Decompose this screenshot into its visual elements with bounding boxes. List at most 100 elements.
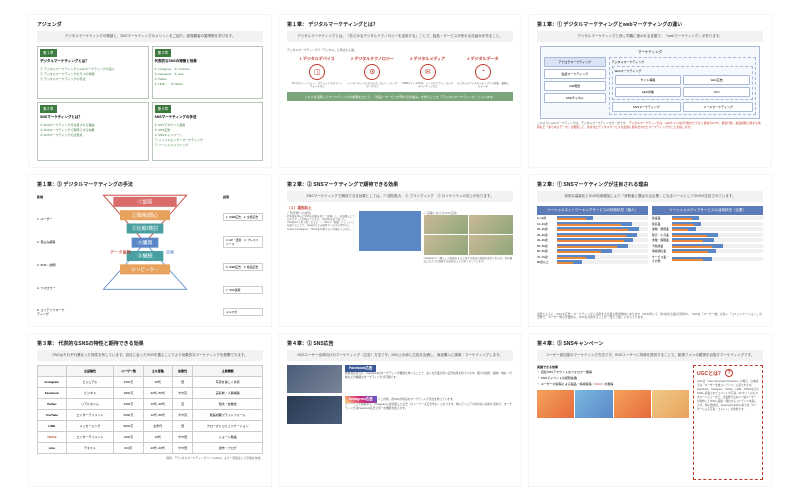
col-header: 拡散性	[172, 366, 193, 377]
col-head: 新規	[37, 195, 67, 199]
cell: 8600万	[114, 421, 144, 432]
subtitle: デジタルマーケティングとは、『あらゆるデジタルテクノロジーを活用する』ことで、製…	[287, 31, 513, 42]
bar-label: 6~12歳	[537, 216, 555, 220]
svg-text:①認知: ①認知	[137, 198, 152, 205]
slide-grid: アジェンダ デジタルマーケティングの概論と、SNSマーケティングのメリットをご紹…	[0, 0, 800, 501]
analog-label: アナログマーケティング	[544, 57, 606, 67]
bar-row: 情報通信業	[652, 249, 763, 253]
agenda-box: 第１章 デジタルマーケティングとは？ デジタルマーケティングとwebマーケティン…	[37, 46, 149, 99]
slide-campaign: 第４章：③ SNSキャンペーン ユーザー参加型のマーケティング方法です。SNSユ…	[528, 333, 772, 487]
photo-collage	[424, 215, 513, 255]
bar-label: 建設業	[652, 216, 670, 220]
cell: ビジュアル	[66, 377, 114, 388]
slide-agenda: アジェンダ デジタルマーケティングの概論と、SNSマーケティングのメリットをご紹…	[28, 14, 272, 168]
slide-effects: 第２章：② SNSマーケティングで期待できる効果 SNSマーケティングで期待でき…	[278, 174, 522, 328]
chapter-label: 代表的なSNSの特徴と効果	[155, 59, 261, 64]
subtitle: 深刻な高齢化とSNS利用増加により『消費者に選ばれる企業』になるツールとしてSN…	[537, 191, 763, 202]
svg-text:収集: 収集	[166, 248, 175, 254]
ad-sub: ※この他、各SNSが各自のマーケティング手法を持っています。	[378, 398, 455, 401]
agenda-item: SNSマーケティングの注意点	[40, 132, 146, 137]
chart-title: ソーシャルネットワーキングサービスの利用状況（個人）	[537, 206, 648, 215]
subtitle: SNSマーケティングで期待できる効果としては、① 認知拡大 ② ブランディング …	[287, 191, 513, 202]
cell: 3300万	[114, 377, 144, 388]
copy: 若年層を中心にSNSの投稿を見て「認知」し、商品購入につながるケースが増えていま…	[287, 215, 356, 231]
cell: やや高	[172, 410, 193, 421]
title: 第３章： 代表的なSNSの特性と期待できる効果	[37, 340, 263, 347]
marketing-box: マーケティング アナログマーケティング 電話マーケティング DM発送 SNSチャ…	[540, 46, 760, 119]
footer: これらを活用してマーケティングの施策を立てて、「商品・サービスが売れる仕組み」を…	[287, 92, 513, 101]
title: 第４章：③ SNSキャンペーン	[537, 340, 763, 347]
cell: 1000万	[114, 432, 144, 443]
right-col: 説明 1. WEB広告 2. 交通広告 3. HP・更新 4. プレスリリース …	[223, 191, 263, 321]
cell: 10代~20代	[143, 399, 172, 410]
source: 資料：「デジタルマーケティングツール2021」より一部改変して引用を作成。	[37, 457, 263, 461]
table-row: Facebookビジネス2800万30代~50代やや高実名制・人脈構築	[38, 388, 263, 399]
effects-list: 実施できる効果 ・ 自社SNSアカウントのフォロワー獲得・ SNSでイベントの認…	[537, 365, 689, 480]
bar-label: 情報通信業	[652, 249, 670, 253]
bar-row: 30~39歳	[537, 233, 648, 237]
bar-row: 不動産業	[652, 244, 763, 248]
digital-item: メールマーケティング	[683, 102, 753, 112]
ad-image	[287, 365, 342, 393]
bar-label: 13~19歳	[537, 222, 555, 226]
bar-row: 70~79歳	[537, 255, 648, 259]
cell: 短文・拡散性	[193, 399, 263, 410]
table-row: Instagramビジュアル3300万20代低写真を楽しく共有	[38, 377, 263, 388]
ad-image	[287, 396, 342, 424]
svg-text:②興味/関心: ②興味/関心	[132, 211, 158, 218]
funnel-diagram: ①認知 ②興味/関心 ③比較/検討 ④購買 ⑤継続 ⑥リピーター データ蓄積 収…	[69, 191, 221, 291]
slide-reason: 第２章：① SNSマーケティングが注目される理由 深刻な高齢化とSNS利用増加に…	[528, 174, 772, 328]
cell: 低	[172, 377, 193, 388]
bar-label: 卸売・小売業	[652, 233, 670, 237]
title: 第１章：① デジタルマーケティングとwebマーケティングの違い	[537, 21, 763, 28]
title: 第１章： デジタルマーケティングとは？	[287, 21, 513, 28]
chapter-tag: 第３章	[155, 49, 172, 57]
row-head: note	[38, 443, 67, 454]
cell: 高	[172, 399, 193, 410]
agenda-item: デジタルマーケティングの手法	[40, 76, 146, 81]
cell: 600万	[114, 443, 144, 454]
agenda-item: ソーシャルリスニング	[155, 142, 261, 147]
cell: 20代~30代	[143, 443, 172, 454]
col-header: 言語種性	[66, 366, 114, 377]
slide-difference: 第１章：① デジタルマーケティングとwebマーケティングの違い デジタルマーケテ…	[528, 14, 772, 168]
web-label: Webマーケティング	[615, 69, 750, 73]
concept-desc: PCやスマートフォン、タブレットやスマートウォッチなど	[291, 82, 343, 89]
concept-item: 4 デジタルデータ ◔ デジタルデバイスやメディアから収集・蓄積したデータ	[457, 56, 509, 89]
svg-text:⑤継続: ⑤継続	[137, 252, 152, 259]
agenda-box: 第２章 SNSマーケティングとは？ SNSマーケティングが注目される理由SNSマ…	[37, 102, 149, 160]
web-item: Web広告	[683, 75, 750, 85]
slide-sns-table: 第３章： 代表的なSNSの特性と期待できる効果 SNSはそれぞれ異なった特性を有…	[28, 333, 272, 487]
cell: ショート動画	[193, 432, 263, 443]
sample-image	[359, 211, 421, 251]
bar-label: 30~39歳	[537, 233, 555, 237]
agenda-item: LINE ⑥ TikTok	[155, 81, 261, 86]
row-head: YouTube	[38, 410, 67, 421]
chart-personal: ソーシャルネットワーキングサービスの利用状況（個人） 6~12歳 13~19歳 …	[537, 206, 648, 310]
bar-row: 建設業	[652, 216, 763, 220]
subtitle: デジタルマーケティングの概論と、SNSマーケティングのメリットをご紹介。新規顧客…	[37, 31, 263, 42]
note: このようにwebマーケティングは、デジタルマーケティングの一部です。 デジタルマ…	[537, 122, 763, 130]
concept-desc: インターネットなどのテクノロジー・ビッグデータなど	[346, 82, 398, 89]
chart-enterprise: ソーシャルメディアサービスの活用状況（企業） 建設業 製造業 運輸・郵便業 卸売…	[652, 206, 763, 310]
table-row: noteテキスト600万20代~30代やや低創作・ブログ	[38, 443, 263, 454]
web-item: LPO	[683, 87, 750, 97]
ad-instagram: Instagram広告 ※この他、各SNSが各自のマーケティング手法を持っていま…	[287, 396, 513, 424]
cell: ビジネス	[66, 388, 114, 399]
ugc-title: UGCとは？ ?	[697, 369, 759, 377]
bar-row: 40~49歳	[537, 238, 648, 242]
bar-row: サービス業・その他	[652, 255, 763, 263]
title: アジェンダ	[37, 21, 263, 28]
slide-methods: 第１章：③ デジタルマーケティングの手法 新規 1. ユーザー 2. 見込み顧客…	[28, 174, 272, 328]
concept-desc: デジタルデバイスやメディアから収集・蓄積したデータ	[457, 82, 509, 89]
bar-row: 80歳以上	[537, 260, 648, 264]
bar-row: 運輸・郵便業	[652, 227, 763, 231]
box-title: マーケティング	[544, 50, 756, 55]
bar-label: 60~69歳	[537, 249, 555, 253]
bar-row: 60~69歳	[537, 249, 648, 253]
subtitle: SNSはそれぞれ異なった特性を有しています。自社に会ったSNSを選ぶことでより効…	[37, 350, 263, 361]
row-head: TikTok	[38, 432, 67, 443]
cell: 写真を楽しく共有	[193, 377, 263, 388]
digital-label: デジタルマーケティング	[612, 60, 753, 64]
col-header: ユーザー数	[114, 366, 144, 377]
